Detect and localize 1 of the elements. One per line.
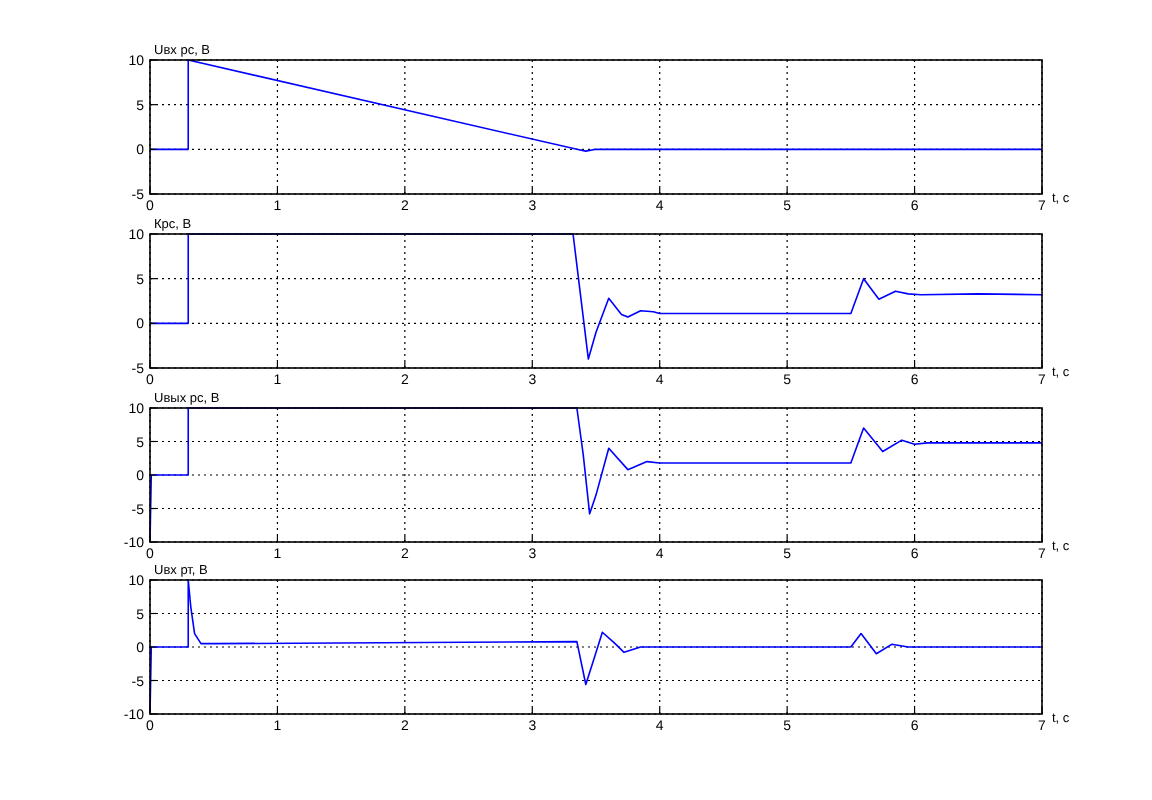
line-series	[149, 579, 1043, 715]
